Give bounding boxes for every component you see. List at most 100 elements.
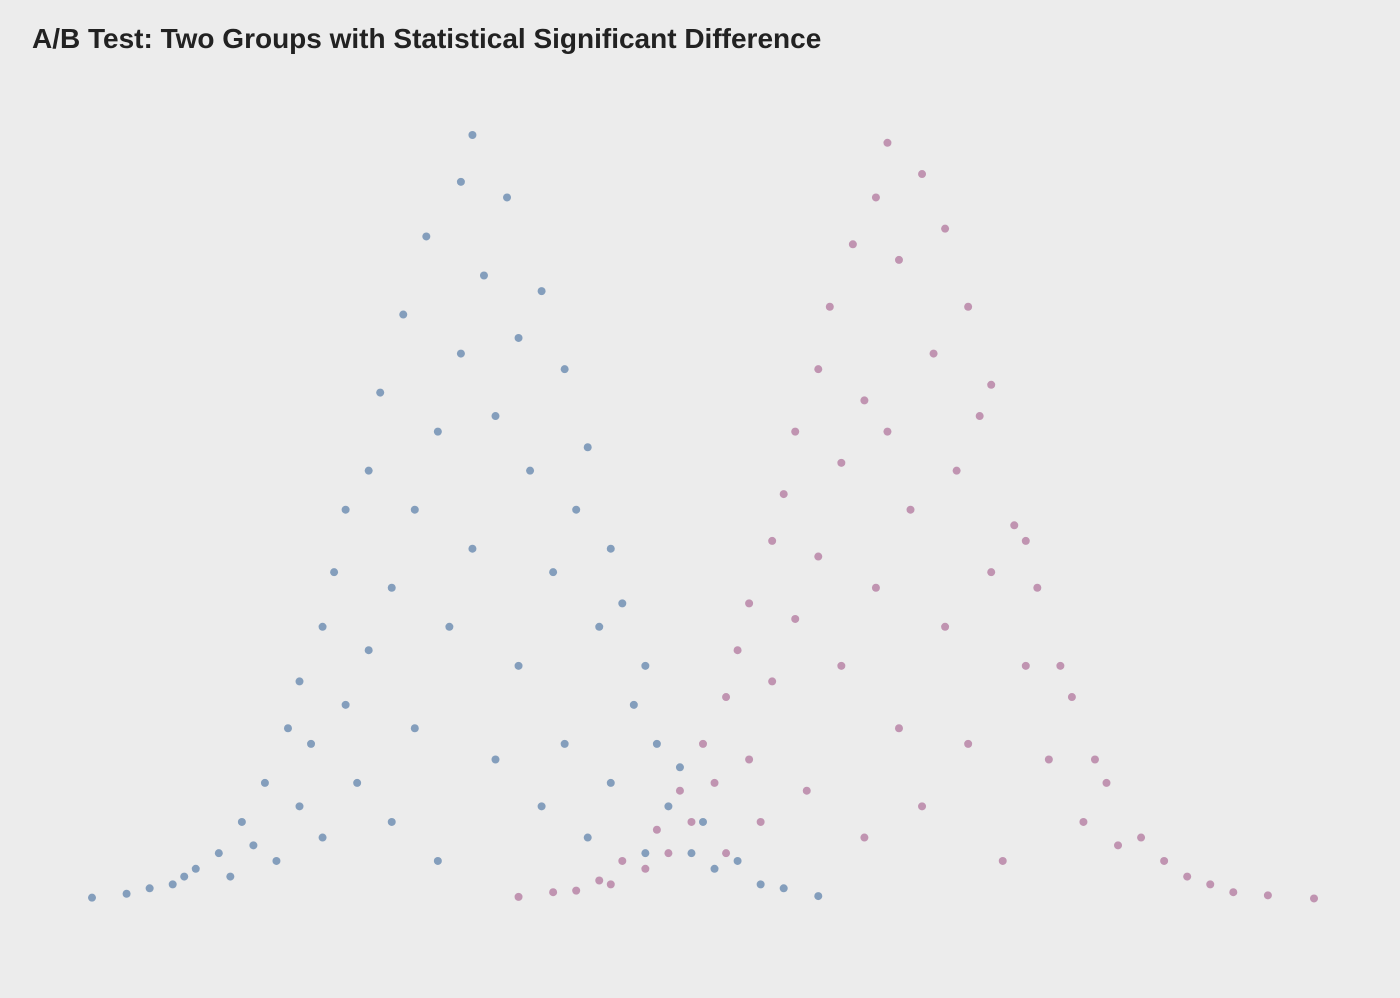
point [549,888,558,897]
point [871,583,880,592]
point [1079,817,1088,826]
chart-title: A/B Test: Two Groups with Statistical Si… [32,23,821,54]
point [341,700,350,709]
point [687,817,696,826]
point [952,466,961,475]
point [537,287,546,296]
point [1044,755,1053,764]
point [168,880,177,889]
point [491,755,500,764]
point [410,505,419,514]
point [180,872,189,881]
point [629,700,638,709]
point [618,599,627,608]
point [768,677,777,686]
point [226,872,235,881]
point [814,552,823,561]
point [387,583,396,592]
point [641,661,650,670]
point [987,380,996,389]
point [825,302,834,311]
point [710,864,719,873]
point [837,661,846,670]
point [814,365,823,374]
point [837,458,846,467]
point [906,505,915,514]
point [964,739,973,748]
point [791,427,800,436]
point [1021,536,1030,545]
point [814,892,823,901]
point [341,505,350,514]
point [260,778,269,787]
point [1229,888,1238,897]
point [641,864,650,873]
point [675,786,684,795]
point [514,892,523,901]
point [1183,872,1192,881]
point [549,568,558,577]
series-group [88,131,823,902]
point [145,884,154,893]
point [295,677,304,686]
point [894,255,903,264]
point [583,443,592,452]
point [433,427,442,436]
point [353,778,362,787]
point [88,893,96,902]
point [941,224,950,233]
point [456,349,465,358]
point [399,310,408,319]
point [364,646,373,655]
point [1114,841,1123,850]
point [1263,891,1272,900]
point [410,724,419,733]
point [1021,661,1030,670]
point [456,177,465,186]
point [871,193,880,202]
point [918,802,927,811]
point [595,622,604,631]
point [595,876,604,885]
point [214,849,223,858]
point [733,646,742,655]
point [699,739,707,748]
point [652,825,661,834]
point [364,466,373,475]
point [652,739,661,748]
point [987,568,996,577]
point [745,755,754,764]
point [503,193,512,202]
point [802,786,811,795]
point [606,880,615,889]
point [941,622,950,631]
point [779,884,788,893]
point [283,724,292,733]
point [699,817,707,826]
point [722,849,731,858]
point [1137,833,1146,842]
point [664,849,673,858]
point [768,536,777,545]
point [330,568,339,577]
point [918,170,927,179]
point [664,802,673,811]
point [376,388,385,397]
point [479,271,488,280]
point [295,802,304,811]
point [745,599,754,608]
point [883,138,892,147]
point [860,833,869,842]
point [468,544,477,553]
point [722,693,731,702]
point [560,739,569,748]
point [560,365,569,374]
series-group [514,138,1318,903]
point [249,841,258,850]
point [318,622,327,631]
point [606,778,615,787]
point [514,333,523,342]
point [191,864,200,873]
